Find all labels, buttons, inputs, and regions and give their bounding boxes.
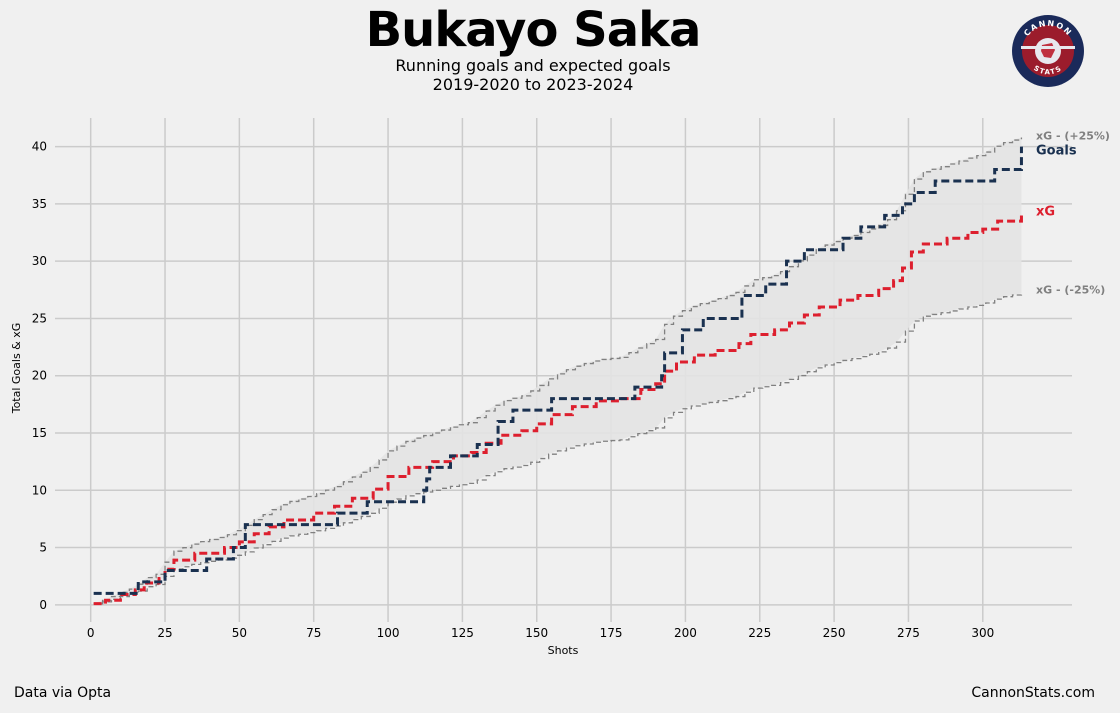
series-end-labels: xG - (+25%) Goals xG xG - (-25%) — [1036, 129, 1110, 296]
svg-text:STATS: STATS — [1032, 64, 1063, 76]
y-tick-label: 40 — [32, 140, 47, 154]
y-tick-label: 10 — [32, 483, 47, 497]
chart-subtitle: Running goals and expected goals 2019-20… — [0, 56, 1066, 94]
logo-bottom-text: STATS — [1032, 64, 1062, 76]
xg-upper-line — [93, 137, 1023, 605]
x-axis-label: Shots — [548, 644, 579, 657]
subtitle-line-1: Running goals and expected goals — [395, 56, 671, 75]
x-tick-label: 150 — [525, 626, 548, 640]
x-tick-label: 250 — [823, 626, 846, 640]
x-tick-label: 275 — [897, 626, 920, 640]
xg-lower-line — [93, 293, 1023, 605]
upper-band-label: xG - (+25%) — [1036, 129, 1110, 142]
xg-band — [93, 137, 1023, 605]
y-tick-label: 35 — [32, 197, 47, 211]
xg-end-label: xG — [1036, 204, 1055, 219]
axis-ticks: 0 25 50 75 100 125 150 175 200 225 250 275 300 0 5 10 15… — [32, 140, 995, 640]
x-tick-label: 50 — [232, 626, 247, 640]
goals-end-label: Goals — [1036, 144, 1077, 159]
goals-line — [93, 146, 1023, 595]
x-tick-label: 125 — [451, 626, 474, 640]
y-tick-label: 15 — [32, 426, 47, 440]
subtitle-line-2: 2019-2020 to 2023-2024 — [432, 75, 634, 94]
data-source-note: Data via Opta — [14, 685, 112, 701]
y-tick-label: 30 — [32, 254, 47, 268]
chart-title: Bukayo Saka — [365, 2, 702, 58]
lower-band-label: xG - (-25%) — [1036, 283, 1105, 296]
x-tick-label: 300 — [971, 626, 994, 640]
y-tick-label: 20 — [32, 369, 47, 383]
logo-cannon-barrel-icon — [1021, 46, 1075, 49]
xg-line — [93, 215, 1023, 606]
x-tick-label: 25 — [157, 626, 172, 640]
y-tick-label: 5 — [39, 541, 47, 555]
y-axis-label: Total Goals & xG — [10, 323, 23, 415]
x-tick-label: 225 — [748, 626, 771, 640]
chart-series — [93, 146, 1023, 606]
xg-band-fill — [93, 137, 1022, 604]
x-tick-label: 175 — [600, 626, 623, 640]
x-tick-label: 100 — [377, 626, 400, 640]
cannon-stats-logo: CANNON STATS — [1012, 15, 1084, 87]
y-tick-label: 0 — [39, 598, 47, 612]
y-tick-label: 25 — [32, 311, 47, 325]
site-credit: CannonStats.com — [971, 685, 1095, 701]
x-tick-label: 75 — [306, 626, 321, 640]
x-tick-label: 200 — [674, 626, 697, 640]
x-tick-label: 0 — [87, 626, 95, 640]
